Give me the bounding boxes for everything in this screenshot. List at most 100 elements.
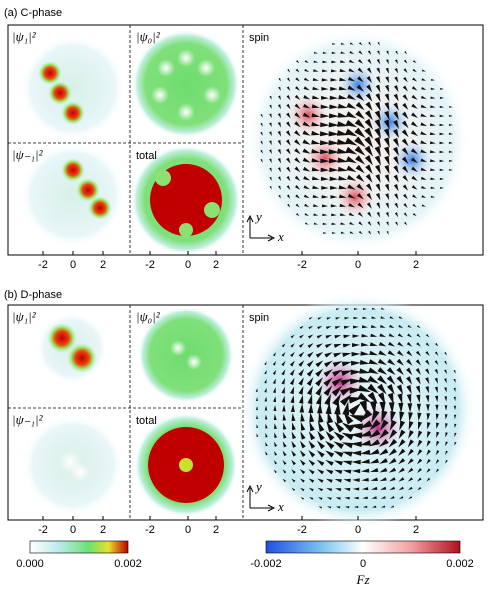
spin-arrow bbox=[439, 123, 445, 127]
spin-arrow bbox=[415, 376, 421, 385]
spin-arrow bbox=[331, 377, 343, 387]
spin-arrow bbox=[374, 127, 382, 140]
spin-arrow bbox=[349, 42, 354, 45]
spin-arrow bbox=[290, 386, 295, 395]
spin-arrow bbox=[323, 385, 333, 397]
spin-arrow bbox=[295, 68, 300, 73]
spin-arrow bbox=[334, 469, 343, 475]
spin-arrow bbox=[377, 392, 386, 405]
spin-arrow bbox=[376, 211, 381, 218]
spin-arrow bbox=[367, 58, 372, 65]
spin-arrow bbox=[325, 440, 335, 450]
spin-arrow bbox=[407, 333, 413, 338]
spin-arrow bbox=[402, 184, 409, 191]
spin-arrow bbox=[256, 415, 259, 420]
spin-arrow bbox=[356, 84, 365, 92]
spin-arrow bbox=[286, 86, 291, 92]
spin-arrow bbox=[281, 360, 286, 367]
spin-arrow bbox=[386, 384, 395, 395]
spin-arrow bbox=[408, 421, 414, 431]
spin-arrow bbox=[393, 102, 399, 111]
spin-arrow bbox=[379, 419, 389, 431]
spin-arrow bbox=[439, 141, 445, 145]
spin-arrow bbox=[453, 405, 457, 411]
spin-arrow bbox=[406, 376, 413, 385]
spin-arrow bbox=[378, 350, 387, 356]
spin-arrow bbox=[435, 395, 439, 403]
spin-arrow bbox=[260, 140, 263, 145]
spin-arrow bbox=[281, 386, 285, 394]
spin-arrow bbox=[398, 324, 404, 329]
spin-arrow bbox=[425, 377, 430, 385]
spin-arrow bbox=[307, 394, 313, 405]
spin-arrow bbox=[360, 459, 370, 464]
spin-arrow bbox=[333, 450, 344, 458]
spin-arrow bbox=[278, 95, 281, 101]
spin-arrow bbox=[299, 325, 304, 329]
spin-arrow bbox=[378, 341, 387, 347]
spin-arrow bbox=[336, 148, 349, 154]
spin-arrow bbox=[369, 419, 381, 431]
spin-arrow bbox=[389, 496, 395, 499]
spin-arrow bbox=[393, 156, 399, 165]
spin-arrow bbox=[355, 101, 365, 111]
spin-arrow bbox=[264, 378, 267, 384]
spin-arrow bbox=[348, 59, 355, 64]
spin-arrow bbox=[398, 316, 403, 319]
spin-arrow bbox=[339, 213, 346, 216]
spin-arrow bbox=[369, 342, 378, 346]
spin-arrow bbox=[425, 359, 430, 366]
spin-arrow bbox=[362, 505, 368, 508]
spin-arrow bbox=[340, 378, 353, 386]
spin-arrow bbox=[415, 350, 422, 357]
spin-arrow bbox=[325, 450, 335, 458]
spin-arrow bbox=[444, 360, 447, 365]
spin-arrow bbox=[304, 68, 310, 73]
spin-arrow bbox=[399, 496, 404, 499]
spin-arrow bbox=[358, 230, 363, 235]
spin-arrow bbox=[380, 486, 387, 490]
spin-arrow bbox=[358, 41, 363, 46]
spin-arrow bbox=[381, 410, 388, 423]
spin-arrow bbox=[416, 458, 423, 465]
spin-arrow bbox=[367, 383, 379, 394]
spin-arrow bbox=[282, 413, 287, 421]
spin-arrow bbox=[397, 333, 404, 338]
spin-arrow bbox=[294, 103, 301, 110]
spin-arrow bbox=[421, 195, 427, 198]
spin-arrow bbox=[282, 450, 287, 457]
spin-arrow bbox=[354, 127, 366, 139]
spin-arrow bbox=[347, 193, 356, 199]
spin-arrow bbox=[387, 392, 394, 405]
spin-arrow bbox=[358, 376, 371, 383]
spin-arrow bbox=[344, 308, 349, 311]
spin-arrow bbox=[278, 86, 281, 91]
spin-arrow bbox=[454, 423, 457, 429]
spin-arrow bbox=[308, 325, 313, 330]
spin-arrow bbox=[385, 202, 390, 209]
spin-arrow bbox=[349, 231, 354, 234]
spin-arrow bbox=[333, 352, 343, 358]
spin-arrow bbox=[407, 403, 413, 413]
spin-arrow bbox=[324, 352, 333, 358]
spin-arrow bbox=[299, 450, 306, 458]
spin-arrow bbox=[274, 423, 277, 430]
spin-arrow bbox=[340, 42, 345, 45]
spin-arrow bbox=[278, 77, 281, 82]
spin-arrow bbox=[385, 84, 390, 93]
spin-arrow bbox=[351, 351, 361, 357]
spin-arrow bbox=[421, 69, 426, 72]
spin-arrow bbox=[290, 343, 295, 348]
spin-arrow bbox=[290, 404, 295, 413]
colorbar-tick: 0 bbox=[360, 558, 366, 570]
spin-arrow bbox=[273, 414, 277, 421]
spin-arrow bbox=[337, 157, 349, 163]
spin-arrow bbox=[453, 378, 456, 383]
spin-arrow bbox=[421, 86, 427, 90]
spin-arrow bbox=[320, 113, 330, 119]
spin-arrow bbox=[334, 479, 342, 483]
spin-arrow bbox=[282, 459, 287, 465]
spin-arrow bbox=[272, 369, 277, 375]
spin-arrow bbox=[308, 403, 314, 414]
spin-arrow bbox=[406, 367, 413, 376]
